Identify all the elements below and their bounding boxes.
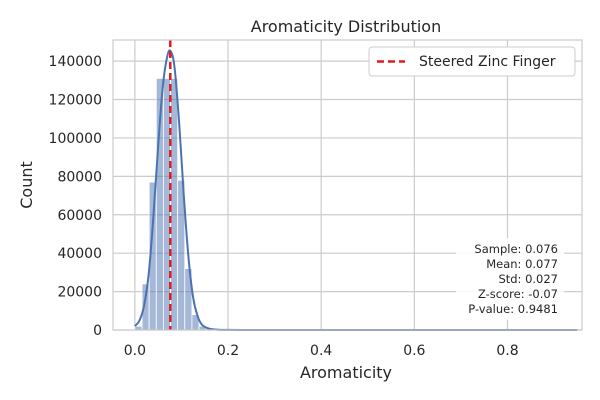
stats-mean: Mean: 0.077 bbox=[486, 257, 558, 271]
plot-frame bbox=[112, 39, 583, 331]
x-tick-label: 0.6 bbox=[403, 343, 425, 359]
y-tick-label: 20000 bbox=[57, 285, 102, 301]
chart-title: Aromaticity Distribution bbox=[251, 17, 441, 36]
x-tick-label: 0.2 bbox=[217, 343, 239, 359]
stats-box: Sample: 0.076 Mean: 0.077 Std: 0.027 Z-s… bbox=[456, 238, 564, 320]
y-tick-label: 0 bbox=[93, 323, 102, 339]
stats-sample: Sample: 0.076 bbox=[474, 242, 558, 256]
y-tick-label: 40000 bbox=[57, 246, 102, 262]
y-tick-label: 60000 bbox=[57, 208, 102, 224]
histogram-bar-5 bbox=[170, 78, 179, 331]
legend-box bbox=[368, 46, 576, 77]
x-axis-label: Aromaticity bbox=[300, 363, 392, 382]
y-tick-label: 100000 bbox=[49, 131, 102, 147]
histogram-bar-4 bbox=[163, 78, 171, 331]
stats-zscore: Z-score: -0.07 bbox=[478, 287, 558, 301]
y-tick-label: 120000 bbox=[49, 93, 102, 109]
y-tick-labels: 0 20000 40000 60000 80000 100000 120000 140000 bbox=[49, 54, 102, 339]
y-tick-label: 80000 bbox=[57, 169, 102, 185]
stats-pvalue: P-value: 0.9481 bbox=[468, 302, 558, 316]
legend-label: Steered Zinc Finger bbox=[419, 54, 556, 70]
y-tick-label: 140000 bbox=[49, 54, 102, 70]
x-tick-labels: 0.0 0.2 0.4 0.6 0.8 bbox=[124, 343, 519, 359]
stats-background bbox=[456, 238, 564, 320]
y-axis-label: Count bbox=[17, 161, 36, 209]
x-tick-label: 0.4 bbox=[310, 343, 332, 359]
x-tick-label: 0.0 bbox=[124, 343, 146, 359]
legend: Steered Zinc Finger bbox=[368, 46, 576, 77]
x-tick-label: 0.8 bbox=[496, 343, 518, 359]
stats-std: Std: 0.027 bbox=[498, 272, 558, 286]
